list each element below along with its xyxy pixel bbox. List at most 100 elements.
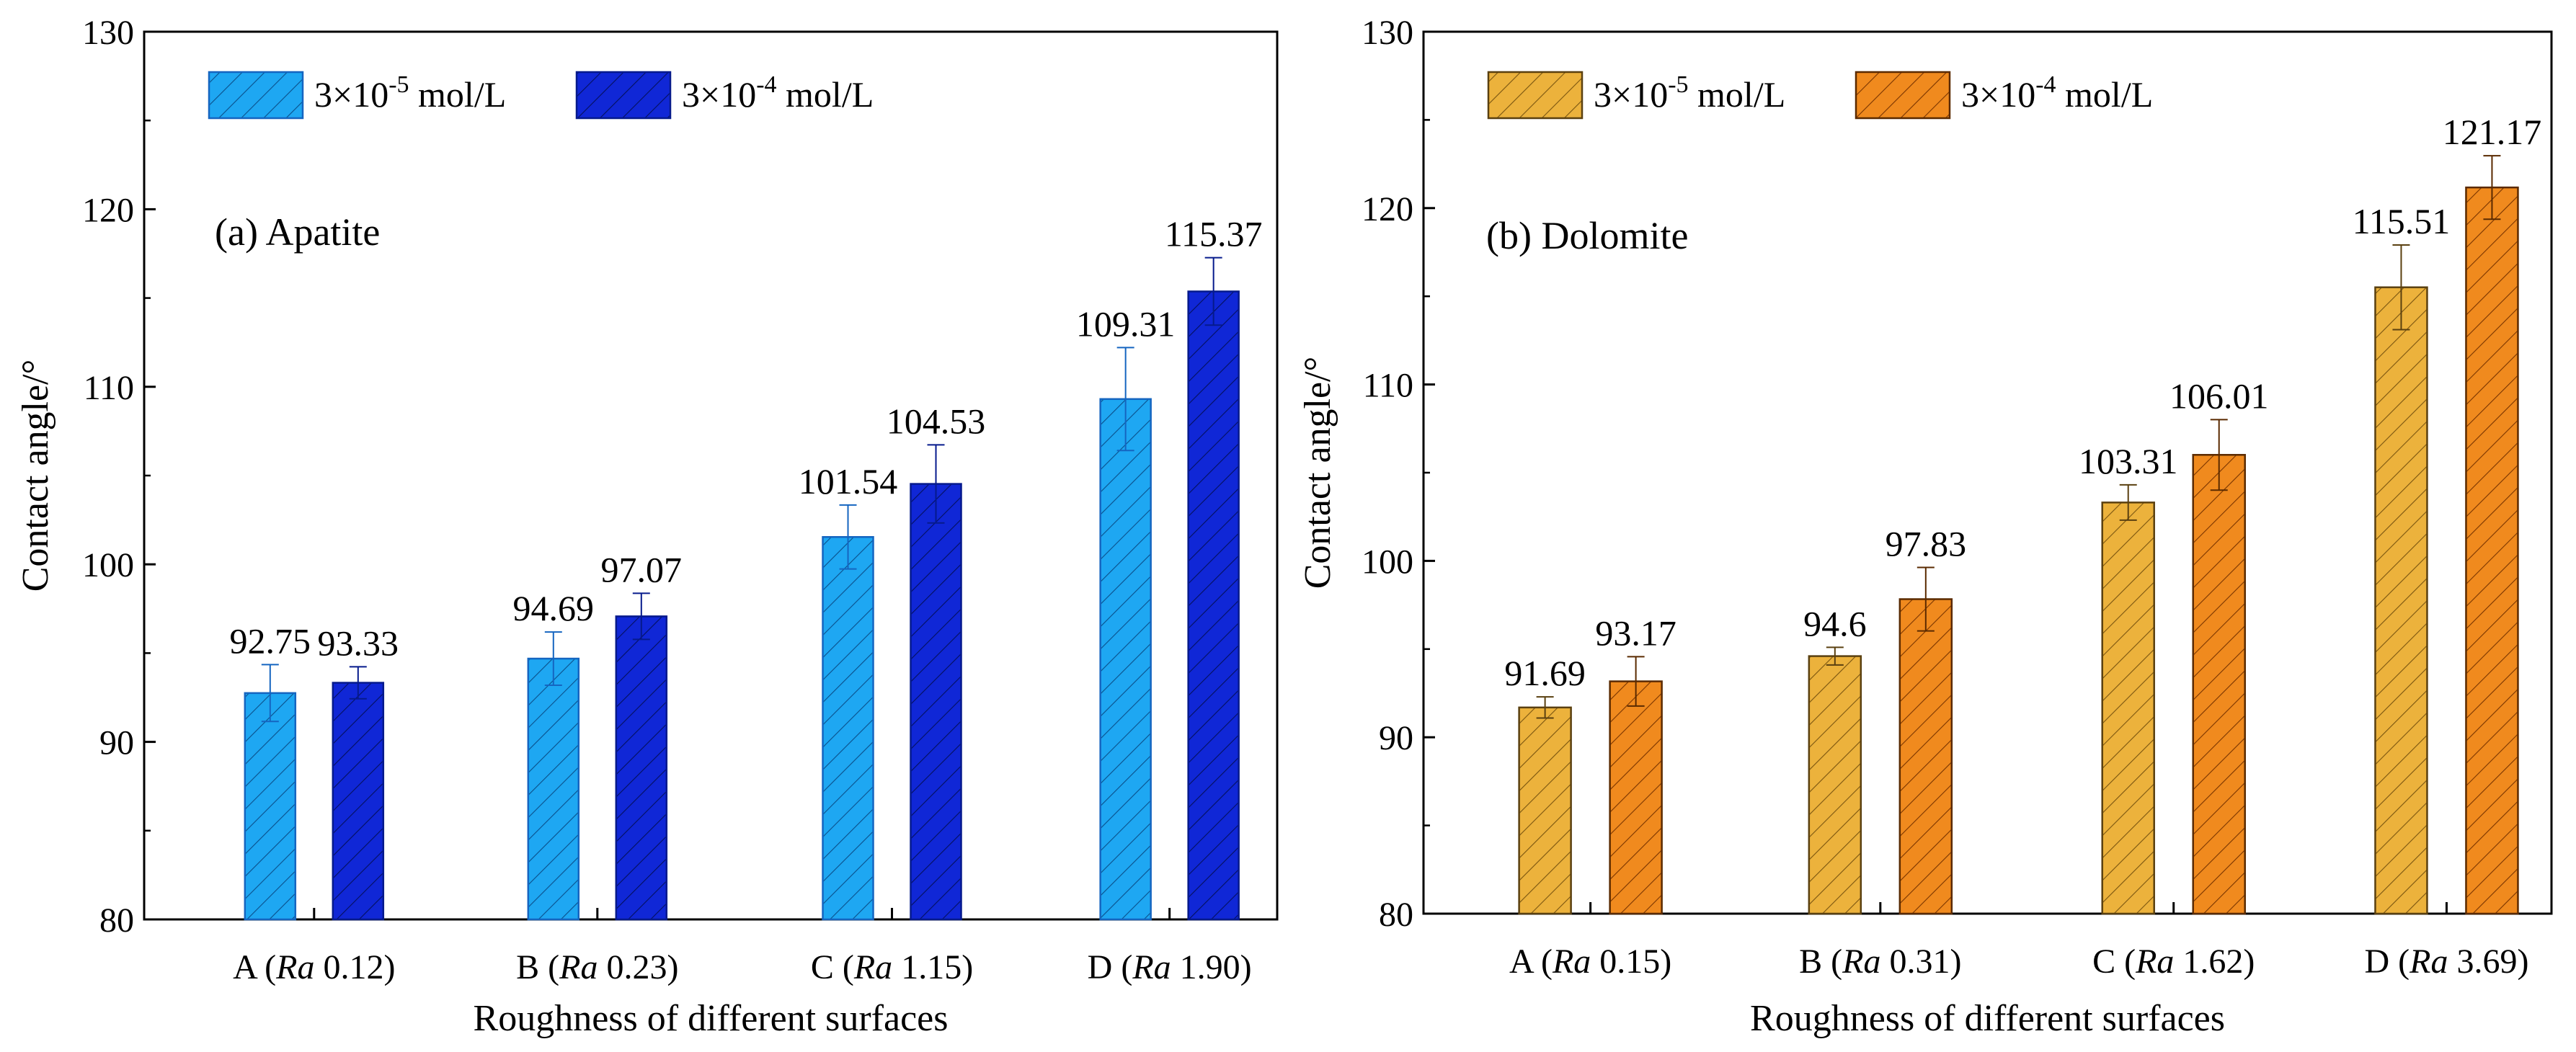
- bar: [2192, 454, 2246, 915]
- category-value: 0.12): [314, 948, 395, 986]
- legend-unit: mol/L: [1689, 74, 1786, 115]
- category-value: 0.15): [1591, 942, 1671, 981]
- bar: [822, 536, 874, 921]
- category-prefix: C (: [811, 948, 854, 986]
- legend-label: 3×10-5 mol/L: [1594, 71, 1785, 115]
- y-tick-label: 80: [99, 901, 134, 940]
- y-tick-label: 80: [1379, 896, 1413, 934]
- bar: [1898, 598, 1953, 915]
- category-value: 0.23): [598, 948, 678, 986]
- x-category-label: D (Ra 3.69): [2364, 942, 2528, 981]
- data-label: 106.01: [2169, 375, 2269, 416]
- data-label: 115.51: [2353, 201, 2451, 241]
- y-tick-label: 130: [1362, 14, 1413, 52]
- legend-base: 3×10: [1961, 74, 2035, 115]
- legend-exponent: -4: [756, 71, 776, 98]
- chart-panel-a: 80 90 100 110 120 130 Contact angle/° Roughness…: [15, 14, 1279, 1039]
- data-label: 97.07: [601, 549, 683, 589]
- category-prefix: D (: [1088, 948, 1133, 986]
- data-label: 93.33: [318, 623, 399, 663]
- bar: [615, 615, 668, 921]
- bar: [244, 692, 297, 921]
- bar: [1518, 706, 1572, 915]
- bar: [1187, 290, 1240, 921]
- category-prefix: B (: [1799, 942, 1842, 981]
- category-ra: Ra: [275, 948, 314, 986]
- legend-unit: mol/L: [777, 74, 874, 115]
- category-ra: Ra: [1552, 942, 1591, 981]
- bar: [1609, 680, 1663, 915]
- y-tick-label: 110: [84, 369, 134, 407]
- y-axis-label: Contact angle/°: [1297, 357, 1338, 589]
- bar: [2374, 286, 2428, 915]
- y-tick-label: 100: [1362, 543, 1413, 581]
- x-category-label: D (Ra 1.90): [1088, 948, 1252, 986]
- legend-base: 3×10: [1594, 74, 1668, 115]
- bar: [910, 483, 962, 921]
- data-label: 94.69: [513, 588, 595, 628]
- bar: [2101, 502, 2155, 915]
- panel-title: (a) Apatite: [215, 210, 380, 254]
- legend-swatch: [575, 71, 672, 120]
- category-prefix: B (: [516, 948, 559, 986]
- category-prefix: D (: [2364, 942, 2410, 981]
- data-label: 92.75: [230, 620, 311, 661]
- legend-unit: mol/L: [2056, 74, 2154, 115]
- y-tick-label: 100: [82, 546, 134, 584]
- bar: [332, 682, 385, 921]
- panel-title: (b) Dolomite: [1486, 214, 1688, 257]
- y-tick-label: 120: [82, 191, 134, 229]
- category-ra: Ra: [1842, 942, 1880, 981]
- legend-label: 3×10-4 mol/L: [682, 71, 874, 115]
- bar: [1099, 398, 1152, 921]
- x-category-label: B (Ra 0.23): [516, 948, 678, 986]
- x-category-label: B (Ra 0.31): [1799, 942, 1961, 981]
- legend-swatch: [1855, 71, 1951, 120]
- legend-unit: mol/L: [409, 74, 507, 115]
- data-label: 121.17: [2443, 112, 2542, 152]
- data-label: 93.17: [1595, 612, 1676, 653]
- x-axis-label: Roughness of different surfaces: [474, 998, 949, 1039]
- legend-exponent: -4: [2035, 71, 2056, 98]
- legend-exponent: -5: [1668, 71, 1688, 98]
- category-prefix: A (: [1509, 942, 1553, 981]
- data-label: 94.6: [1803, 603, 1867, 643]
- data-label: 109.31: [1076, 303, 1176, 344]
- y-axis-label: Contact angle/°: [15, 360, 56, 592]
- y-tick-label: 90: [1379, 719, 1413, 757]
- category-prefix: A (: [233, 948, 276, 986]
- data-label: 115.37: [1165, 214, 1263, 254]
- bar: [2465, 186, 2519, 915]
- x-category-label: A (Ra 0.15): [1509, 942, 1671, 981]
- y-tick-label: 130: [82, 14, 134, 52]
- chart-panel-b: 80 90 100 110 120 130 Contact angle/° Roughness…: [1297, 14, 2553, 1039]
- x-axis-label: Roughness of different surfaces: [1750, 998, 2225, 1039]
- y-tick-label: 120: [1362, 190, 1413, 228]
- category-ra: Ra: [2409, 942, 2448, 981]
- data-label: 101.54: [799, 461, 898, 502]
- category-prefix: C (: [2092, 942, 2136, 981]
- x-category-label: C (Ra 1.62): [2092, 942, 2255, 981]
- category-ra: Ra: [1132, 948, 1171, 986]
- x-category-label: C (Ra 1.15): [811, 948, 973, 986]
- data-label: 104.53: [887, 401, 986, 441]
- data-label: 97.83: [1886, 523, 1967, 563]
- legend-base: 3×10: [314, 74, 388, 115]
- legend-swatch: [1487, 71, 1584, 120]
- data-label: 91.69: [1504, 653, 1586, 693]
- legend-swatch: [208, 71, 304, 120]
- category-value: 1.62): [2174, 942, 2255, 981]
- category-ra: Ra: [2135, 942, 2174, 981]
- category-ra: Ra: [559, 948, 598, 986]
- legend-exponent: -5: [388, 71, 409, 98]
- legend-label: 3×10-4 mol/L: [1961, 71, 2153, 115]
- category-value: 0.31): [1880, 942, 1961, 981]
- y-tick-label: 90: [99, 724, 134, 762]
- legend-label: 3×10-5 mol/L: [314, 71, 506, 115]
- category-value: 1.15): [892, 948, 973, 986]
- category-value: 3.69): [2448, 942, 2528, 981]
- bar: [527, 657, 580, 921]
- category-ra: Ra: [853, 948, 892, 986]
